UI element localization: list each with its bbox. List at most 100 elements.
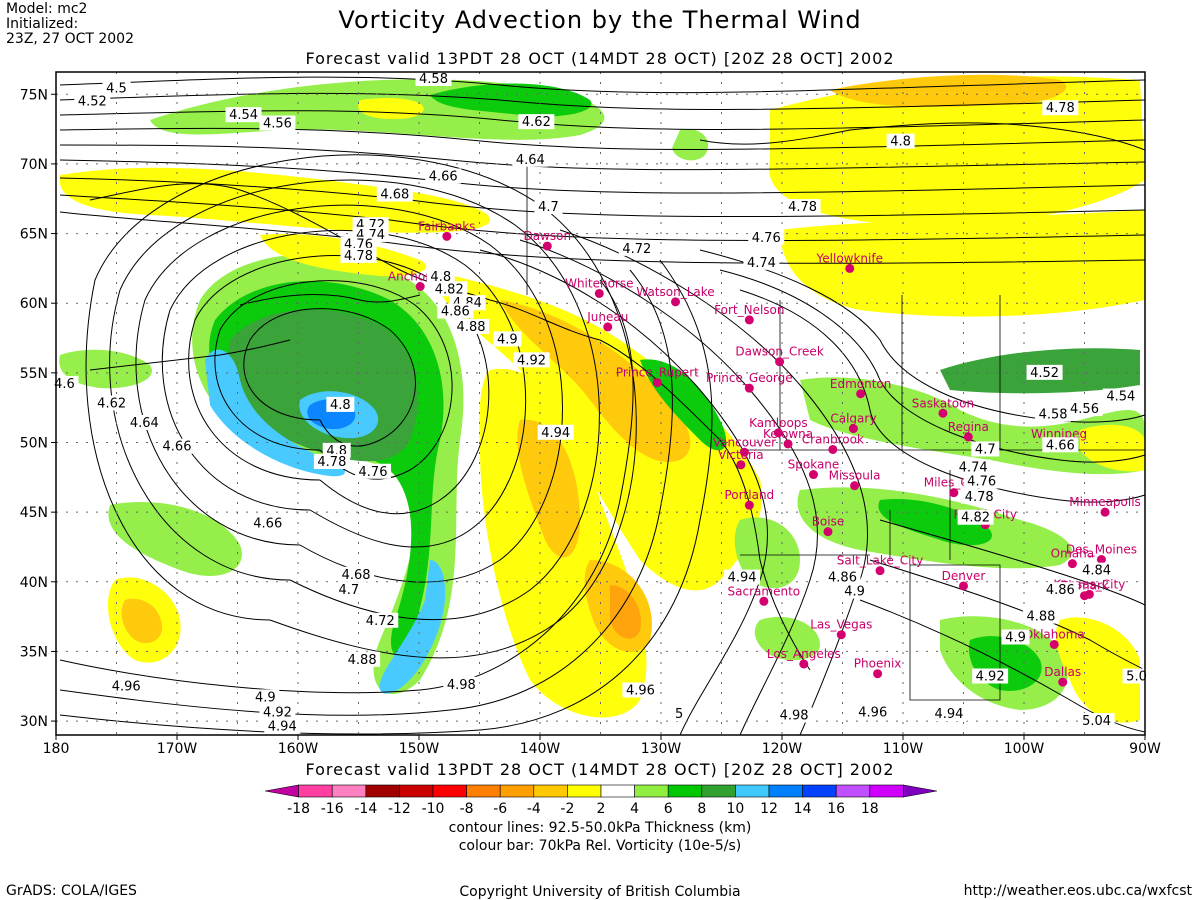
contour-label-bg [963, 473, 1000, 489]
city-marker [775, 357, 785, 367]
colorbar-swatch [499, 784, 535, 798]
city-label: Minneapolis [1069, 495, 1141, 509]
contour-line [719, 269, 1145, 463]
contour-label: 4.74 [959, 461, 988, 476]
contour-label-bg [225, 107, 262, 123]
contour-label-bg [1066, 401, 1103, 417]
contour-label-bg [971, 441, 1000, 457]
lat-label: 65N [20, 227, 48, 243]
contour-label-bg [338, 566, 375, 582]
contour-label-bg [1122, 668, 1151, 684]
thickness-contours [59, 76, 1145, 735]
plot-frame [55, 71, 1146, 736]
shade-coastal-yellow [430, 270, 762, 591]
city-marker [873, 669, 883, 679]
city-marker [823, 527, 833, 537]
city-label: Regina [948, 420, 989, 434]
contour-label-bg [1078, 713, 1115, 729]
city-marker [1080, 591, 1089, 601]
coastline-path [699, 122, 1145, 151]
contour-label: 4.96 [112, 679, 141, 694]
city-marker [783, 439, 793, 449]
contour-label-bg [259, 704, 296, 720]
contour-line [859, 599, 1145, 733]
contour-line [559, 229, 868, 735]
colorbar-swatch [701, 784, 736, 798]
contour-label-bg [618, 240, 655, 256]
colorbar-swatch [533, 784, 568, 798]
contour-label: 4.66 [429, 169, 458, 184]
city-marker [938, 408, 948, 418]
coastline-path [239, 294, 421, 306]
city-label: Denver [942, 569, 986, 583]
contour-label: 4.76 [359, 465, 388, 480]
city-label: Watson_Lake [636, 285, 714, 299]
shade-alaska-yellow [59, 167, 491, 233]
city-marker [848, 424, 858, 434]
city-label: Kelowna [763, 427, 813, 441]
contour-label: 4.72 [622, 242, 651, 257]
contour-line [59, 76, 1145, 94]
contour-line [59, 92, 1145, 110]
city-marker [594, 288, 604, 298]
colorbar-swatch [600, 784, 635, 798]
colorbar-arrow-left [265, 784, 299, 798]
contour-label-bg [537, 424, 574, 440]
contour-line [699, 249, 1145, 423]
lat-label: 50N [20, 436, 48, 452]
city-label: Fort_Nelson [714, 303, 784, 317]
contour-label: 4.74 [747, 256, 776, 271]
city-label: Salt_Lake_City [837, 554, 923, 568]
colorbar-tick-label: -12 [387, 801, 411, 817]
city-marker [808, 470, 818, 480]
lat-label: 30N [20, 714, 48, 730]
contour-label-bg [743, 254, 780, 270]
city-label: Spokane [788, 458, 840, 472]
city-label: Victoria [718, 448, 764, 462]
contour-label-bg [961, 488, 998, 504]
contour-label-bg [513, 352, 550, 368]
contour-label: 4.64 [130, 416, 159, 431]
contour-label-bg [622, 682, 659, 698]
footer-url-link[interactable]: http://weather.eos.ubc.ca/wxfcst [963, 883, 1192, 899]
shade-arctic-green2 [430, 83, 592, 117]
forecast-valid-bottom: Forecast valid 13PDT 28 OCT (14MDT 28 OC… [305, 760, 895, 779]
colorbar-swatch [365, 784, 400, 798]
contour-label: 4.9 [1005, 631, 1026, 646]
city-marker [736, 460, 746, 470]
contour-label: 4.62 [522, 115, 551, 130]
city-label: Sacramento [728, 584, 801, 598]
contour-label: 4.88 [1026, 610, 1055, 625]
colorbar-swatch [802, 784, 837, 798]
contour-label-bg [1102, 388, 1139, 404]
colorbar-tick-label: 10 [726, 801, 745, 817]
contour-label: 4.5 [106, 82, 127, 97]
contour-label: 4.94 [935, 707, 964, 722]
colorbar-tick-label: -4 [526, 801, 541, 817]
city-label: Vancouver [713, 435, 776, 449]
city-marker [744, 383, 754, 393]
lon-label: 180 [43, 741, 70, 757]
city-label: Kamloops [749, 416, 808, 430]
colorbar-tick-label: -10 [421, 801, 445, 817]
contour-label: 4.88 [348, 653, 377, 668]
contour-label: 4.86 [441, 305, 470, 320]
city-label: Prince_George [706, 371, 793, 385]
colorbar-tick-label: 14 [793, 801, 812, 817]
city-marker [1049, 639, 1059, 649]
city-marker [949, 488, 959, 498]
lon-label: 120W [762, 741, 803, 757]
contour-label-bg [74, 93, 111, 109]
contour-label: 4.92 [976, 670, 1005, 685]
lat-label: 40N [20, 575, 48, 591]
contour-label: 4.94 [728, 571, 757, 586]
contour-label: 4.98 [780, 709, 809, 724]
colorbar-tick-label: 6 [663, 801, 673, 817]
colorbar-swatch [399, 784, 434, 798]
contour-label: 4.92 [517, 353, 546, 368]
colorbar-swatch [298, 784, 333, 798]
contour-label: 4.94 [541, 426, 570, 441]
city-marker [1058, 677, 1068, 687]
axis-labels: 75N 70N 65N 60N 55N 50N 45N 40N 35N 30N 180 170W 160… [20, 87, 1161, 757]
